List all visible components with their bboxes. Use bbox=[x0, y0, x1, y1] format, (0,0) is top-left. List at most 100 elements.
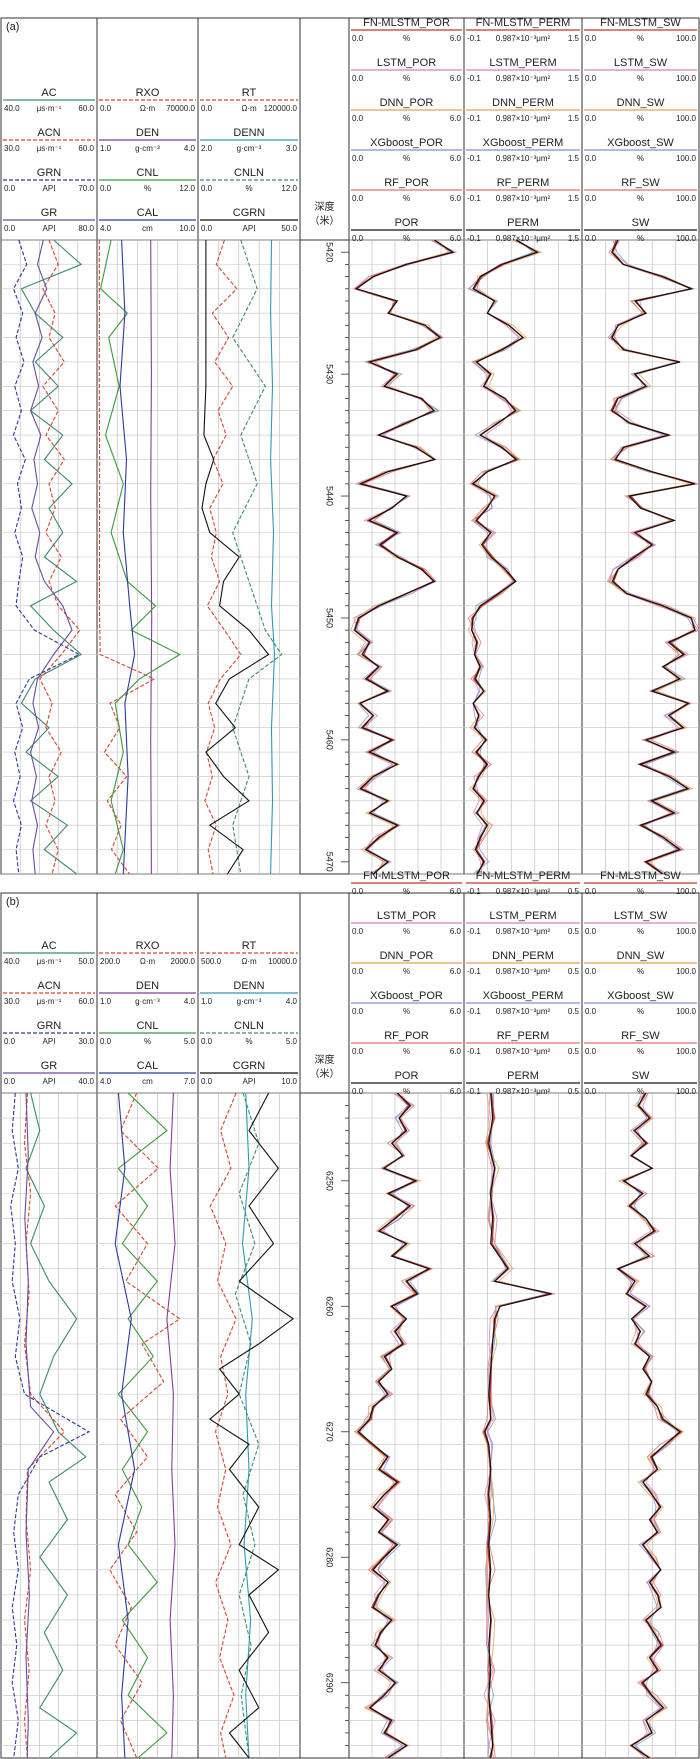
panel-b-t5-curve-max-perm: 0.5 bbox=[568, 1087, 580, 1096]
panel-b-t4-curve-unit-por: % bbox=[403, 1087, 410, 1096]
panel-b-series-den bbox=[166, 1093, 176, 1758]
panel-a-depth-label: 深度 bbox=[315, 200, 335, 213]
panel-b-t6-curve-name-rf-sw: RF_SW bbox=[621, 1030, 660, 1042]
panel-b-t4-curve-min-fn-mlstm-por: 0.0 bbox=[352, 887, 364, 896]
panel-b-series-gr bbox=[24, 1093, 55, 1758]
panel-a-t5-curve-min-xgboost-perm: -0.1 bbox=[467, 154, 481, 163]
panel-a-t4-curve-name-por: POR bbox=[395, 217, 419, 229]
panel-b-t3-curve-min-rt: 500.0 bbox=[201, 957, 222, 966]
panel-b-t5-curve-unit-dnn-perm: 0.987×10⁻³μm² bbox=[496, 967, 551, 976]
panel-b-t4-curve-name-fn-mlstm-por: FN-MLSTM_POR bbox=[363, 870, 450, 882]
panel-a-series-perm bbox=[471, 240, 539, 874]
panel-a-series-xgboost-perm bbox=[467, 240, 535, 874]
panel-b-label: (b) bbox=[6, 896, 19, 908]
panel-b-t3-curve-unit-cgrn: API bbox=[243, 1077, 256, 1086]
panel-b-t4-curve-max-lstm-por: 6.0 bbox=[450, 927, 462, 936]
panel-b-t3-curve-min-cnln: 0.0 bbox=[201, 1037, 213, 1046]
panel-a-t3-curve-min-rt: 0.0 bbox=[201, 104, 213, 113]
panel-a-t6-curve-name-dnn-sw: DNN_SW bbox=[617, 97, 665, 109]
panel-a-t2-curve-max-den: 4.0 bbox=[184, 144, 196, 153]
panel-a-t3-curve-name-cnln: CNLN bbox=[234, 167, 264, 179]
panel-b-t2-curve-name-rxo: RXO bbox=[136, 940, 160, 952]
panel-b-t4-curve-name-por: POR bbox=[395, 1070, 419, 1082]
panel-b-series-cnl bbox=[117, 1093, 168, 1758]
panel-a-t6-curve-min-fn-mlstm-sw: 0.0 bbox=[585, 34, 597, 43]
panel-b-t3-curve-name-cgrn: CGRN bbox=[233, 1060, 265, 1072]
panel-b-t5-curve-min-rf-perm: -0.1 bbox=[467, 1047, 481, 1056]
panel-b-depth-tick-label-6270: 6270 bbox=[325, 1422, 335, 1442]
panel-b-t1-curve-max-grn: 30.0 bbox=[78, 1037, 94, 1046]
panel-a-t6-curve-max-rf-sw: 100.0 bbox=[676, 194, 697, 203]
panel-b-series-xgboost-perm bbox=[485, 1093, 548, 1758]
panel-a-t3-curve-unit-denn: g·cm⁻³ bbox=[237, 144, 262, 153]
panel-a-t4-curve-unit-fn-mlstm-por: % bbox=[403, 34, 410, 43]
panel-b-t2-curve-unit-cal: cm bbox=[142, 1077, 153, 1086]
panel-a-series-cal bbox=[119, 240, 136, 874]
panel-b-depth-label: 深度 bbox=[315, 1053, 335, 1066]
panel-a-t4-curve-unit-dnn-por: % bbox=[403, 114, 410, 123]
panel-a-t6-curve-name-rf-sw: RF_SW bbox=[621, 177, 660, 189]
panel-a-t1-curve-max-grn: 70.0 bbox=[78, 184, 94, 193]
panel-a-t1-curve-name-ac: AC bbox=[41, 87, 56, 99]
panel-b-t2-curve-name-den: DEN bbox=[136, 980, 159, 992]
panel-a-t2-curve-name-cnl: CNL bbox=[136, 167, 158, 179]
panel-b-series-fn-mlstm-perm bbox=[483, 1093, 551, 1758]
panel-a-t5-curve-min-dnn-perm: -0.1 bbox=[467, 114, 481, 123]
panel-a-t3-curve-name-cgrn: CGRN bbox=[233, 207, 265, 219]
panel-b-t4-curve-min-xgboost-por: 0.0 bbox=[352, 1007, 364, 1016]
panel-b-t6-curve-name-lstm-sw: LSTM_SW bbox=[614, 910, 668, 922]
panel-a-t1-curve-name-grn: GRN bbox=[37, 167, 62, 179]
panel-a-t6-curve-unit-fn-mlstm-sw: % bbox=[637, 34, 644, 43]
panel-b-t6-curve-name-xgboost-sw: XGboost_SW bbox=[607, 990, 674, 1002]
panel-b-t5-curve-unit-lstm-perm: 0.987×10⁻³μm² bbox=[496, 927, 551, 936]
panel-b-t4-curve-max-dnn-por: 6.0 bbox=[450, 967, 462, 976]
panel-b-series-denn bbox=[241, 1093, 253, 1758]
panel-b-t5-curve-name-xgboost-perm: XGboost_PERM bbox=[483, 990, 564, 1002]
panel-b-t4-curve-name-xgboost-por: XGboost_POR bbox=[370, 990, 443, 1002]
panel-b-t1-curve-unit-grn: API bbox=[43, 1037, 56, 1046]
panel-b-t3-curve-max-cnln: 5.0 bbox=[286, 1037, 298, 1046]
panel-a-t2-curve-max-cnl: 12.0 bbox=[179, 184, 195, 193]
panel-a-t5-curve-max-xgboost-perm: 1.5 bbox=[568, 154, 580, 163]
panel-b-depth-tick-label-6290: 6290 bbox=[325, 1673, 335, 1693]
panel-a-t5-curve-name-fn-mlstm-perm: FN-MLSTM_PERM bbox=[476, 17, 571, 29]
panel-a-t3-curve-min-denn: 2.0 bbox=[201, 144, 213, 153]
panel-b-series-xgboost-sw bbox=[616, 1093, 679, 1758]
panel-a-t5-curve-min-fn-mlstm-perm: -0.1 bbox=[467, 34, 481, 43]
panel-a-t5-curve-name-rf-perm: RF_PERM bbox=[497, 177, 550, 189]
panel-b-t2-curve-unit-rxo: Ω·m bbox=[140, 957, 156, 966]
panel-a-t4-curve-min-lstm-por: 0.0 bbox=[352, 74, 364, 83]
panel-a-t4-curve-name-xgboost-por: XGboost_POR bbox=[370, 137, 443, 149]
panel-b-t4-curve-unit-dnn-por: % bbox=[403, 967, 410, 976]
panel-b-t5-curve-min-xgboost-perm: -0.1 bbox=[467, 1007, 481, 1016]
panel-b-t6-curve-min-rf-sw: 0.0 bbox=[585, 1047, 597, 1056]
panel-a-t6-curve-name-xgboost-sw: XGboost_SW bbox=[607, 137, 674, 149]
panel-b-frame bbox=[0, 892, 700, 1759]
panel-b-series-acn bbox=[23, 1093, 66, 1758]
panel-a-t1-curve-min-gr: 0.0 bbox=[4, 224, 16, 233]
panel-b-t5-curve-name-lstm-perm: LSTM_PERM bbox=[489, 910, 556, 922]
panel-a-t3-curve-unit-cgrn: API bbox=[243, 224, 256, 233]
panel-a-series-cgrn bbox=[201, 240, 270, 874]
panel-a-t3-curve-max-rt: 120000.0 bbox=[264, 104, 298, 113]
panel-b-series-sw bbox=[616, 1093, 681, 1758]
panel-b-depth-tick-label-6250: 6250 bbox=[325, 1171, 335, 1191]
panel-a-t6-curve-min-dnn-sw: 0.0 bbox=[585, 114, 597, 123]
panel-a-t4-curve-unit-rf-por: % bbox=[403, 194, 410, 203]
panel-a-series-denn bbox=[270, 240, 276, 874]
panel-b-t5-curve-min-dnn-perm: -0.1 bbox=[467, 967, 481, 976]
panel-a-t5-curve-unit-lstm-perm: 0.987×10⁻³μm² bbox=[496, 74, 551, 83]
panel-a-t5-curve-max-perm: 1.5 bbox=[568, 234, 580, 243]
panel-b-t3-curve-name-rt: RT bbox=[242, 940, 257, 952]
panel-b-t6-curve-min-lstm-sw: 0.0 bbox=[585, 927, 597, 936]
panel-b-t1-curve-max-acn: 60.0 bbox=[78, 997, 94, 1006]
panel-b-t3-curve-min-cgrn: 0.0 bbox=[201, 1077, 213, 1086]
panel-a-t6-curve-unit-sw: % bbox=[637, 234, 644, 243]
panel-b-t5-curve-name-perm: PERM bbox=[507, 1070, 539, 1082]
panel-a-t5-curve-unit-rf-perm: 0.987×10⁻³μm² bbox=[496, 194, 551, 203]
panel-b-t4-curve-min-lstm-por: 0.0 bbox=[352, 927, 364, 936]
panel-b-t2-curve-min-cal: 4.0 bbox=[100, 1077, 112, 1086]
panel-b-t6-curve-max-sw: 100.0 bbox=[676, 1087, 697, 1096]
panel-a-t6-curve-min-lstm-sw: 0.0 bbox=[585, 74, 597, 83]
panel-b-t4-curve-min-rf-por: 0.0 bbox=[352, 1047, 364, 1056]
